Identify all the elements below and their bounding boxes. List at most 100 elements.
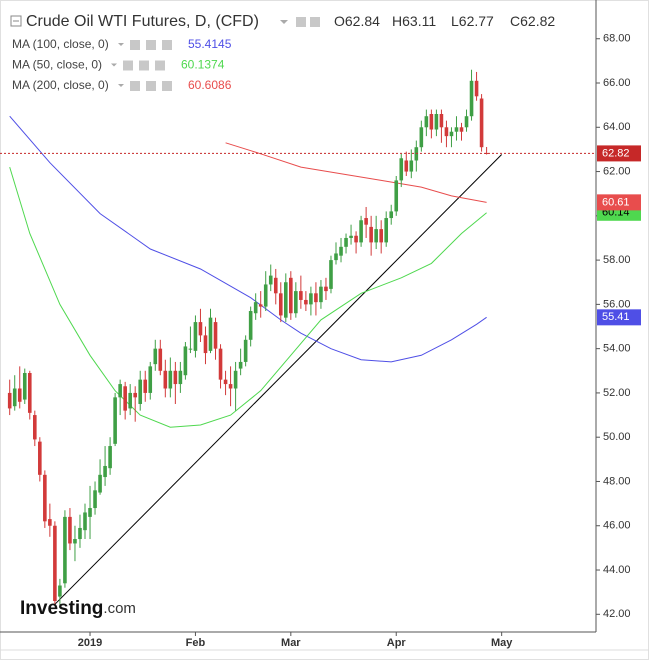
y-tick-label: 66.00	[603, 77, 631, 89]
candle-body	[459, 127, 464, 132]
candle-body	[98, 474, 102, 493]
price-tag-label: 62.82	[602, 147, 630, 159]
candle-body	[223, 379, 228, 385]
candle-body	[213, 322, 218, 349]
candle-body	[364, 218, 368, 225]
candle-body	[379, 229, 383, 243]
ohlc-label: L	[451, 13, 459, 29]
visibility-icon[interactable]	[296, 17, 306, 27]
ohlc-value: 62.84	[345, 13, 380, 29]
x-tick-label: May	[491, 637, 513, 649]
chart-title: Crude Oil WTI Futures, D, (CFD)	[26, 13, 259, 30]
ma-legend-name: MA (200, close, 0)	[12, 78, 109, 92]
ohlc-item: O62.84	[334, 13, 380, 29]
ma-line	[9, 115, 487, 363]
y-tick-label: 52.00	[603, 387, 631, 399]
candle-body	[374, 229, 378, 243]
ma-legend-caret	[118, 84, 124, 87]
candle-body	[103, 465, 107, 478]
candle-body	[334, 253, 338, 261]
x-tick-label: Apr	[387, 637, 407, 649]
candle-body	[33, 415, 37, 440]
candle-body	[404, 160, 409, 172]
candle-body	[339, 246, 343, 256]
ma-legend-icon	[162, 40, 172, 50]
candle-body	[113, 397, 117, 444]
ma-legend-icon	[146, 40, 156, 50]
ohlc-item: H63.11	[392, 13, 436, 29]
y-tick-label: 44.00	[603, 564, 631, 576]
candle-body	[369, 226, 373, 243]
candle-body	[253, 302, 258, 314]
candle-body	[43, 474, 47, 522]
candle-body	[389, 211, 394, 219]
candle-body	[399, 158, 404, 181]
ma-legend-caret	[118, 43, 124, 46]
settings-icon[interactable]	[310, 17, 320, 27]
candle-body	[198, 322, 203, 336]
x-tick-label: 2019	[78, 637, 102, 649]
candle-body	[73, 539, 77, 544]
watermark-brand: Investing	[20, 598, 103, 619]
candle-body	[248, 311, 253, 340]
x-tick-label: Feb	[186, 637, 206, 649]
ma-legend-icon	[155, 60, 165, 71]
candle-body	[344, 237, 348, 247]
candle-body	[78, 527, 82, 540]
y-tick-label: 56.00	[603, 298, 631, 310]
candle-body	[17, 388, 22, 402]
candle-body	[424, 116, 429, 128]
trend-line	[54, 154, 503, 605]
candle-body	[108, 446, 112, 469]
candle-body	[394, 180, 399, 212]
candle-body	[123, 386, 127, 411]
candle-body	[68, 516, 72, 544]
ohlc-readout: O62.84 H63.11 L62.77 C62.82	[334, 13, 555, 29]
ma-legend-icon	[162, 81, 172, 91]
ma-line	[9, 166, 487, 428]
y-tick-label: 64.00	[603, 121, 631, 133]
candle-body	[319, 286, 323, 303]
candle-body	[153, 348, 158, 365]
candle-body	[168, 370, 173, 389]
ma-legend-icon	[123, 60, 133, 71]
y-tick-label: 46.00	[603, 520, 631, 532]
candle-body	[228, 384, 233, 389]
candle-body	[7, 392, 12, 409]
ohlc-item: L62.77	[451, 13, 494, 29]
ma-line	[225, 142, 487, 203]
candle-body	[173, 370, 178, 385]
price-tag	[597, 145, 641, 162]
candle-body	[203, 335, 208, 354]
candle-body	[263, 284, 268, 307]
ohlc-label: H	[392, 13, 402, 29]
ma-legend-name: MA (100, close, 0)	[12, 37, 109, 51]
y-tick-label: 48.00	[603, 475, 631, 487]
candle-body	[48, 519, 52, 526]
y-tick-label: 50.00	[603, 431, 631, 443]
candle-body	[93, 490, 97, 509]
candle-body	[299, 291, 303, 300]
candle-body	[143, 379, 148, 393]
candle-body	[273, 277, 278, 294]
candle-body	[309, 293, 313, 305]
candle-body	[464, 116, 469, 128]
ma-tag	[597, 309, 641, 326]
ma-legend-icon	[146, 81, 156, 91]
candle-body	[349, 235, 353, 238]
candle-body	[384, 218, 388, 243]
y-tick-label: 54.00	[603, 343, 631, 355]
candle-body	[58, 585, 62, 597]
candle-body	[289, 277, 293, 314]
candle-body	[218, 348, 223, 380]
candle-body	[188, 348, 193, 350]
ohlc-value: 62.77	[459, 13, 494, 29]
candle-body	[158, 348, 163, 371]
collapse-icon[interactable]	[10, 15, 22, 27]
ohlc-item: C62.82	[510, 13, 555, 29]
candle-body	[294, 291, 298, 314]
title-caret[interactable]	[280, 20, 288, 24]
ma-legend-value: 60.1374	[181, 58, 225, 72]
candle-body	[208, 317, 213, 351]
